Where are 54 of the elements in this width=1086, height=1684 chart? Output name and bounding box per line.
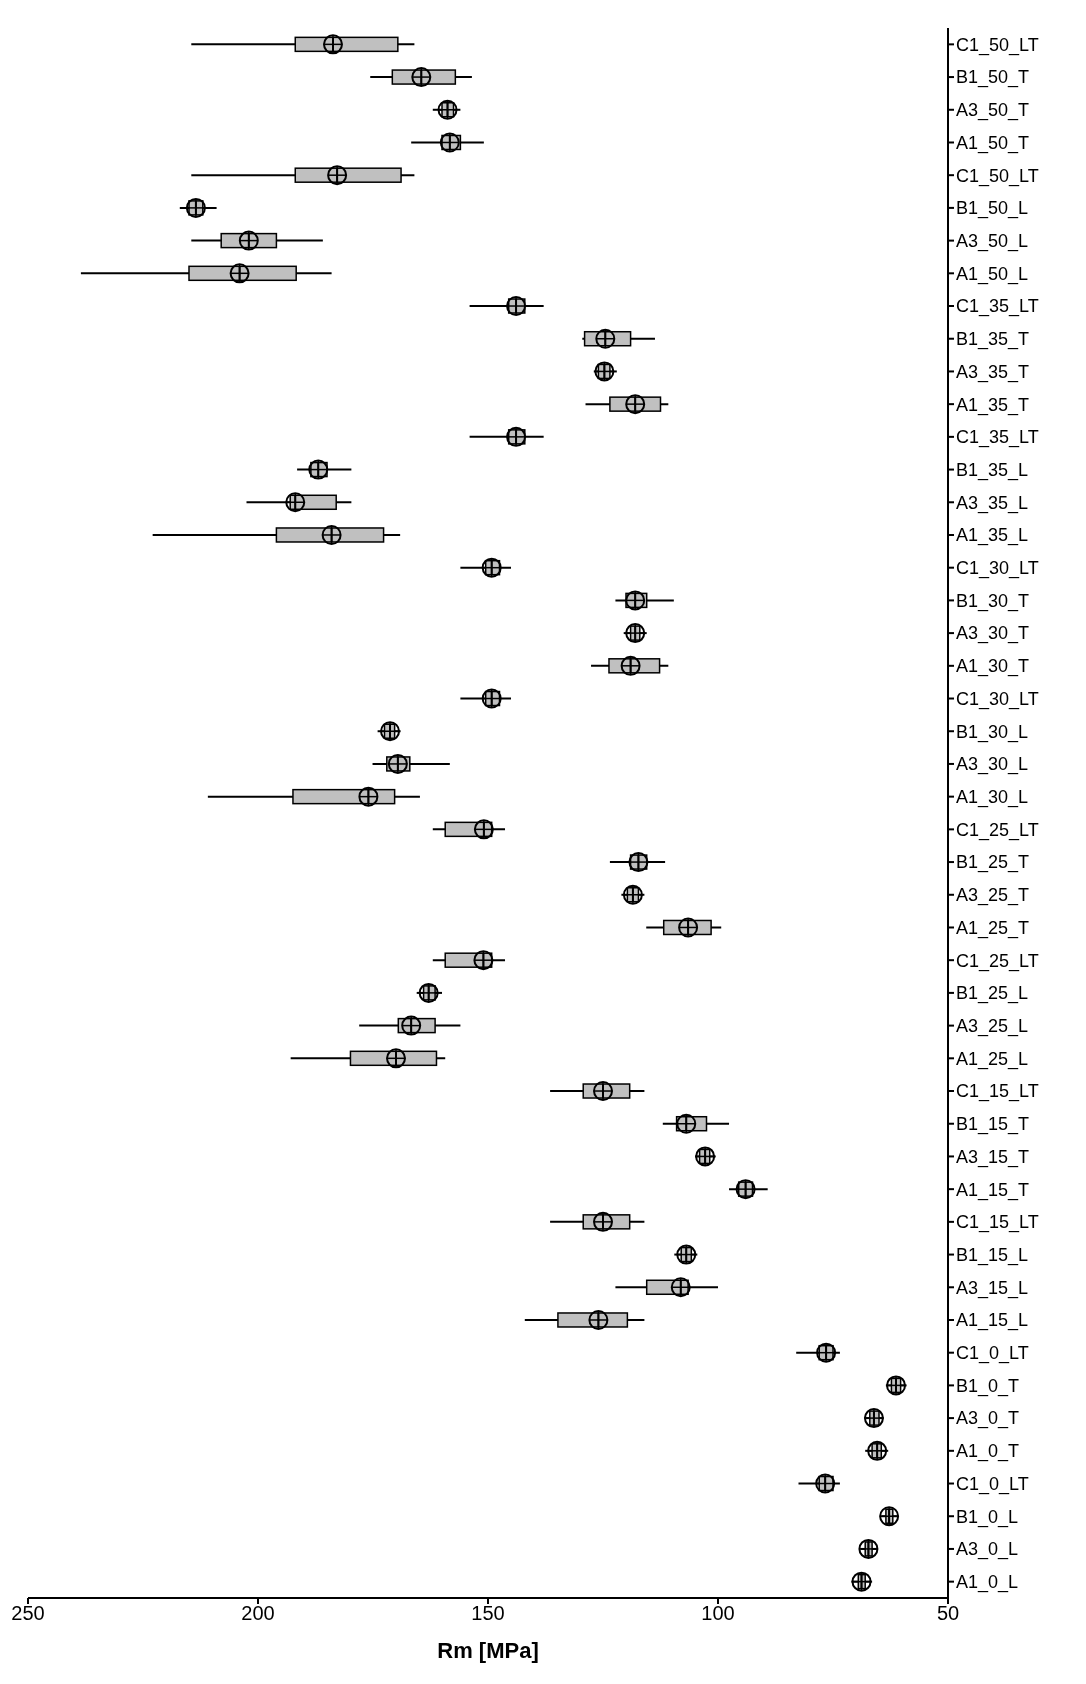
- y-tick-label: B1_15_L: [956, 1244, 1029, 1266]
- y-tick-label: B1_35_L: [956, 459, 1029, 481]
- y-tick-label: C1_0_LT: [956, 1473, 1029, 1495]
- y-tick-label: B1_50_L: [956, 198, 1029, 220]
- y-tick-label: C1_15_LT: [956, 1081, 1039, 1103]
- y-tick-label: C1_35_LT: [956, 427, 1039, 449]
- y-tick-label: C1_50_LT: [956, 165, 1039, 187]
- y-tick-label: B1_0_L: [956, 1506, 1019, 1528]
- y-tick-label: A3_25_L: [956, 1015, 1029, 1037]
- x-axis-title: Rm [MPa]: [437, 1638, 539, 1663]
- y-tick-label: A1_30_T: [956, 656, 1030, 678]
- y-tick-label: C1_30_LT: [956, 558, 1039, 580]
- x-tick-label: 250: [11, 1602, 45, 1625]
- y-tick-label: A1_30_L: [956, 787, 1029, 809]
- y-tick-label: A3_35_T: [956, 361, 1030, 383]
- y-tick-label: A3_15_L: [956, 1277, 1029, 1299]
- y-tick-label: A1_15_L: [956, 1310, 1029, 1332]
- y-tick-label: A3_30_L: [956, 754, 1029, 776]
- y-tick-label: B1_50_T: [956, 67, 1030, 89]
- y-tick-label: C1_25_LT: [956, 819, 1039, 841]
- y-tick-label: C1_15_LT: [956, 1212, 1039, 1234]
- y-tick-label: A1_0_T: [956, 1441, 1020, 1463]
- y-tick-label: C1_30_LT: [956, 688, 1039, 710]
- y-tick-label: A3_35_L: [956, 492, 1029, 514]
- y-tick-label: A3_0_L: [956, 1539, 1019, 1561]
- y-tick-label: B1_25_L: [956, 983, 1029, 1005]
- y-tick-label: C1_50_LT: [956, 34, 1039, 56]
- y-tick-label: C1_35_LT: [956, 296, 1039, 318]
- y-tick-label: A3_15_T: [956, 1146, 1030, 1168]
- y-tick-label: A1_50_T: [956, 132, 1030, 154]
- y-tick-label: B1_30_T: [956, 590, 1030, 612]
- y-tick-label: A3_25_T: [956, 885, 1030, 907]
- x-tick-label: 200: [241, 1602, 275, 1625]
- y-tick-label: A1_0_L: [956, 1572, 1019, 1594]
- y-tick-label: A1_25_T: [956, 917, 1030, 939]
- x-tick-label: 150: [471, 1602, 505, 1625]
- y-tick-label: A3_50_L: [956, 230, 1029, 252]
- y-tick-label: C1_25_LT: [956, 950, 1039, 972]
- y-tick-label: B1_30_L: [956, 721, 1029, 743]
- y-tick-label: B1_0_T: [956, 1375, 1020, 1397]
- x-tick-label: 100: [701, 1602, 735, 1625]
- y-tick-label: A1_15_T: [956, 1179, 1030, 1201]
- x-tick-label: 50: [936, 1602, 960, 1625]
- y-tick-label: A3_0_T: [956, 1408, 1020, 1430]
- y-tick-label: B1_25_T: [956, 852, 1030, 874]
- y-tick-label: B1_35_T: [956, 329, 1030, 351]
- y-tick-label: A1_25_L: [956, 1048, 1029, 1070]
- y-tick-label: A3_30_T: [956, 623, 1030, 645]
- y-tick-label: A1_35_T: [956, 394, 1030, 416]
- y-tick-label: A1_50_L: [956, 263, 1029, 285]
- y-tick-label: A1_35_L: [956, 525, 1029, 547]
- y-tick-label: A3_50_T: [956, 100, 1030, 122]
- y-tick-label: C1_0_LT: [956, 1343, 1029, 1365]
- y-tick-label: B1_15_T: [956, 1114, 1030, 1136]
